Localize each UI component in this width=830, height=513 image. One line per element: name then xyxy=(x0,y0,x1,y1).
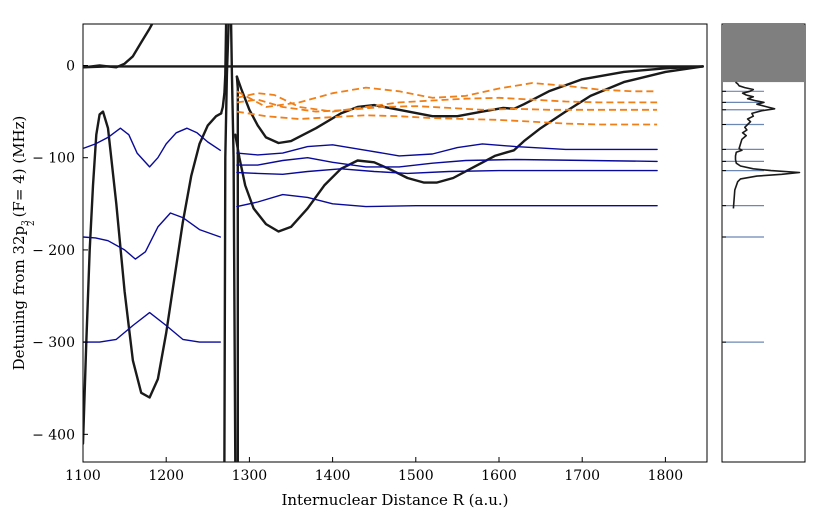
spectrum-panel-frame xyxy=(721,23,806,463)
series-wavefunction-left-2 xyxy=(83,212,221,260)
series-wavefunction-right-1 xyxy=(236,143,658,157)
series-wavefunction-left-3 xyxy=(83,311,221,343)
y-axis-title-suffix: (F= 4) (MHz) xyxy=(10,116,28,218)
series-potential-upper-mid xyxy=(235,65,704,145)
x-tick-label: 1400 xyxy=(315,468,351,484)
y-tick-label: − 200 xyxy=(32,243,75,259)
y-tick-label: − 100 xyxy=(32,151,75,167)
main-plot-frame xyxy=(82,23,708,463)
x-tick-label: 1700 xyxy=(564,468,600,484)
x-tick-label: 1500 xyxy=(398,468,434,484)
x-axis-title: Internuclear Distance R (a.u.) xyxy=(281,491,508,509)
y-axis-title: Detuning from 32p32 (F= 4) (MHz) xyxy=(10,116,37,371)
x-tick-label: 1200 xyxy=(148,468,184,484)
spectrum-gray-band xyxy=(723,24,804,83)
series-wavefunction-right-2 xyxy=(236,157,658,168)
y-tick-layer: 0 − 100 − 200 − 300 − 400 xyxy=(32,58,88,443)
series-potential-spike-right xyxy=(235,75,239,462)
y-axis-title-subscript-den: 2 xyxy=(27,220,37,226)
series-coupled-curve-4 xyxy=(236,110,658,126)
series-coupled-curve-1 xyxy=(236,82,658,108)
main-series-layer xyxy=(83,24,704,462)
y-axis-title-prefix: Detuning from 32p xyxy=(10,226,28,371)
series-potential-zero xyxy=(83,65,704,69)
series-potential-lower xyxy=(234,65,704,233)
x-tick-label: 1600 xyxy=(481,468,517,484)
x-tick-label: 1100 xyxy=(65,468,101,484)
series-potential-top-left xyxy=(83,24,154,69)
x-tick-label: 1800 xyxy=(648,468,684,484)
svg-text:Detuning from 32p32(F= 4) (MHz: Detuning from 32p32 (F= 4) (MHz) xyxy=(10,116,37,371)
series-potential-inner-well xyxy=(83,110,223,445)
series-wavefunction-left-1 xyxy=(83,127,221,168)
series-wavefunction-right-4 xyxy=(236,193,658,208)
series-potential-spike-left xyxy=(219,24,228,115)
x-tick-label: 1300 xyxy=(232,468,268,484)
spectrum-layer xyxy=(722,24,804,343)
y-tick-label: 0 xyxy=(66,58,75,74)
y-tick-label: − 300 xyxy=(32,335,75,351)
series-potential-spike-b xyxy=(229,24,237,462)
series-coupled-curve-3 xyxy=(236,98,658,113)
y-axis-title-subscript-num: 3 xyxy=(21,220,31,226)
y-tick-label: − 400 xyxy=(32,427,75,443)
spectrum-trace xyxy=(732,81,801,209)
series-wavefunction-right-3 xyxy=(236,168,658,175)
x-tick-layer: 1100 1200 1300 1400 1500 1600 1700 1800 xyxy=(65,457,683,484)
series-potential-spike-a xyxy=(223,24,230,462)
